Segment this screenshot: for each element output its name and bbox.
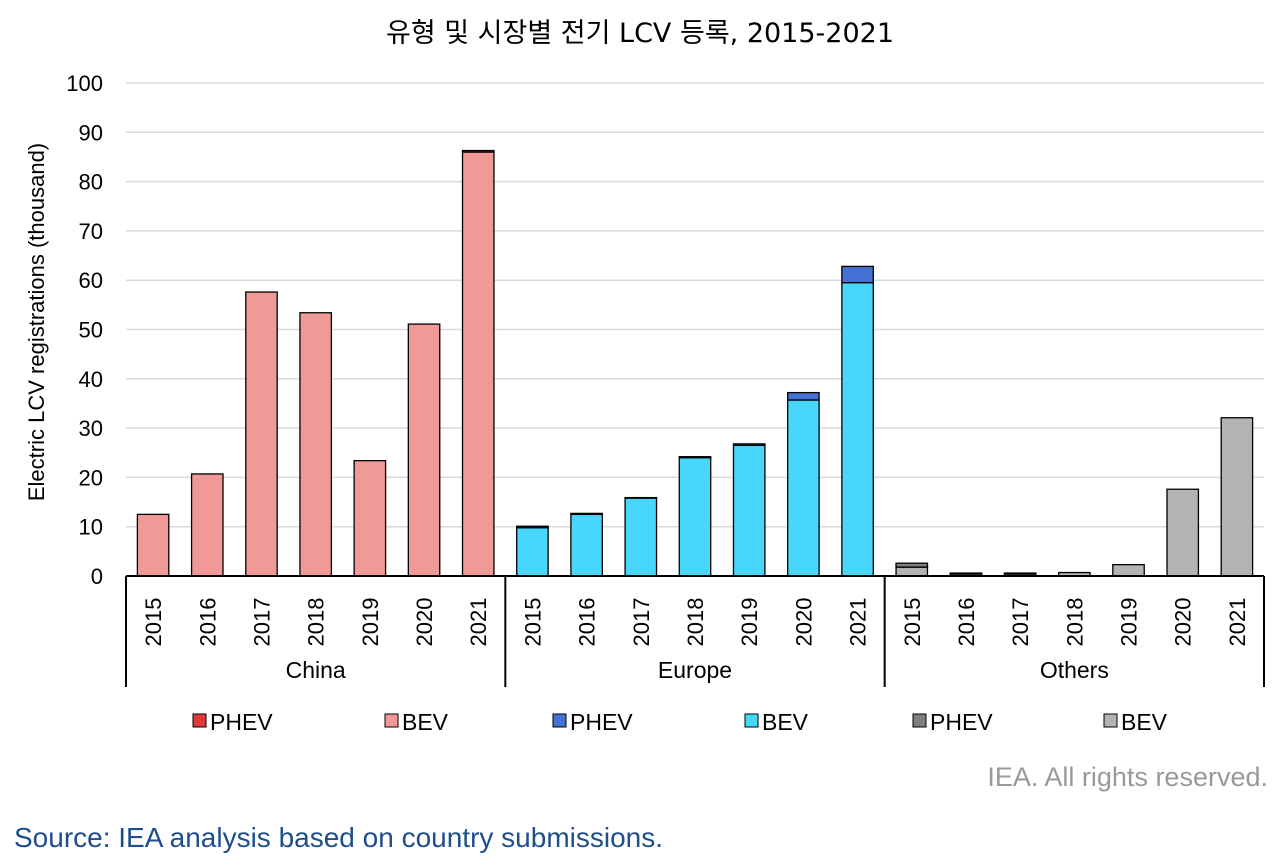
bar-china-bev-2021 — [461, 151, 495, 577]
x-tick-label: 2021 — [1225, 598, 1250, 647]
bar-china-bev-2015 — [136, 513, 170, 577]
bar-china-phev-2021 — [461, 149, 495, 153]
bar-others-phev-2015 — [895, 562, 929, 568]
y-tick-label: 80 — [79, 170, 103, 195]
x-tick-label: 2018 — [683, 598, 708, 647]
y-axis-label: Electric LCV registrations (thousand) — [24, 143, 49, 501]
y-tick-label: 50 — [79, 318, 103, 343]
credit-text: IEA. All rights reserved. — [987, 762, 1268, 792]
bar-europe-bev-2021 — [841, 282, 874, 577]
legend-label: BEV — [402, 709, 449, 735]
x-axis: 2015 2016 2017 2018 2019 2020 2021 China 2015 201… — [125, 575, 1265, 687]
bar-china-bev-2018 — [299, 312, 333, 577]
x-tick-label: 2016 — [575, 598, 600, 647]
legend-swatch — [912, 713, 927, 728]
bar-europe-bev-2018 — [678, 457, 712, 577]
legend-swatch — [384, 713, 399, 728]
bar-europe-bev-2020 — [787, 399, 820, 577]
bar-europe-phev-2015 — [516, 525, 549, 529]
y-tick-label: 20 — [79, 465, 103, 490]
x-tick-label: 2019 — [358, 598, 383, 647]
x-tick-label: 2015 — [900, 598, 925, 647]
x-tick-label: 2017 — [629, 598, 654, 647]
x-tick-label: 2020 — [1171, 598, 1196, 647]
y-tick-label: 60 — [79, 268, 103, 293]
bar-europe-phev-2018 — [678, 456, 712, 459]
x-tick-label: 2020 — [791, 598, 816, 647]
y-tick-label: 0 — [91, 564, 103, 589]
bar-china-bev-2019 — [353, 459, 387, 577]
x-tick-label: 2019 — [1117, 598, 1142, 647]
bar-europe-bev-2016 — [570, 513, 603, 577]
x-tick-label: 2018 — [1062, 598, 1087, 647]
bar-europe-phev-2020 — [787, 391, 820, 401]
x-tick-label: 2015 — [141, 598, 166, 647]
bar-europe-phev-2017 — [624, 496, 658, 499]
bar-europe-bev-2015 — [516, 527, 549, 577]
x-tick-label: 2017 — [1008, 598, 1033, 647]
legend-swatch — [552, 713, 567, 728]
bars — [136, 149, 1254, 577]
bar-europe-phev-2016 — [570, 512, 603, 516]
x-tick-label: 2020 — [412, 598, 437, 647]
x-tick-label: 2021 — [846, 598, 871, 647]
legend-label: BEV — [1121, 709, 1168, 735]
source-link[interactable]: Source: IEA analysis based on country su… — [14, 822, 664, 853]
legend-swatch — [744, 713, 759, 728]
bar-others-phev-2017 — [1003, 572, 1037, 575]
x-tick-label: 2016 — [954, 598, 979, 647]
y-tick-label: 40 — [79, 367, 103, 392]
bar-others-phev-2016 — [949, 572, 983, 575]
legend-label: PHEV — [930, 709, 993, 735]
group-label-europe: Europe — [658, 657, 732, 683]
legend-label: PHEV — [210, 709, 273, 735]
legend-label: PHEV — [570, 709, 633, 735]
legend-label: BEV — [762, 709, 809, 735]
bar-china-bev-2017 — [245, 291, 278, 577]
bar-others-bev-2015 — [895, 566, 929, 577]
legend-swatch — [1103, 713, 1118, 728]
x-tick-label: 2021 — [466, 598, 491, 647]
y-tick-label: 100 — [66, 71, 103, 96]
group-label-others: Others — [1040, 657, 1109, 683]
x-tick-label: 2017 — [249, 598, 274, 647]
y-tick-label: 30 — [79, 416, 103, 441]
bar-europe-bev-2017 — [624, 497, 658, 577]
y-tick-label: 10 — [79, 515, 103, 540]
chart-title: 유형 및 시장별 전기 LCV 등록, 2015-2021 — [386, 18, 894, 49]
bar-others-bev-2021 — [1220, 417, 1254, 577]
x-tick-label: 2015 — [520, 598, 545, 647]
bar-europe-phev-2021 — [841, 265, 874, 284]
x-tick-label: 2019 — [737, 598, 762, 647]
y-tick-label: 70 — [79, 219, 103, 244]
x-tick-label: 2018 — [304, 598, 329, 647]
y-tick-label: 90 — [79, 120, 103, 145]
bar-china-bev-2016 — [190, 473, 224, 577]
bar-others-bev-2019 — [1112, 564, 1145, 577]
x-tick-label: 2016 — [195, 598, 220, 647]
bar-china-bev-2020 — [407, 323, 441, 577]
bar-others-bev-2020 — [1166, 488, 1200, 577]
group-label-china: China — [286, 657, 346, 683]
bar-europe-phev-2019 — [732, 443, 766, 447]
legend-swatch — [192, 713, 207, 728]
bar-europe-bev-2019 — [732, 444, 766, 577]
legend: PHEV BEV PHEV BEV PHEV BEV — [192, 709, 1168, 735]
y-tick-labels: 0 10 20 30 40 50 60 70 80 90 100 — [66, 71, 103, 589]
